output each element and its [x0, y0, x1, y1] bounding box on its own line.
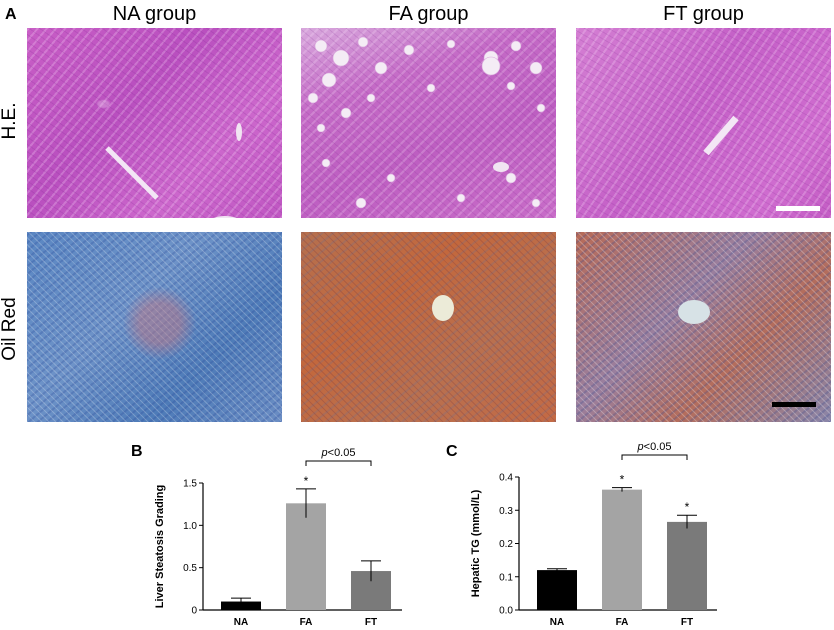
y-tick-label: 0.3 — [499, 506, 513, 517]
significance-star: * — [620, 473, 625, 487]
y-tick-label: 1.0 — [183, 521, 197, 532]
scale-bar-black — [772, 402, 816, 407]
y-tick-label: 0.4 — [499, 473, 513, 484]
bar-ft — [667, 521, 707, 610]
y-tick-label: 0.2 — [499, 539, 513, 550]
micrograph-ft-he — [576, 28, 831, 218]
scale-bar-white — [776, 206, 820, 211]
bar-fa — [286, 503, 326, 610]
y-tick-label: 0.5 — [183, 563, 197, 574]
bar-na — [537, 570, 577, 610]
column-title-fa: FA group — [388, 3, 469, 25]
y-axis-label: Hepatic TG (mmol/L) — [470, 489, 482, 597]
panel-letter-b: B — [131, 443, 143, 460]
micrograph-fa-oil-red — [301, 232, 556, 422]
p-value-rest: <0.05 — [328, 447, 356, 459]
panel-letter-a: A — [5, 6, 17, 23]
chart-b: 0 0.5 1.0 1.5 Liver Steatosis Grading NA FA * FT… — [154, 447, 402, 628]
y-tick-label: 0.1 — [499, 572, 513, 583]
micrograph-fa-he — [301, 28, 556, 218]
p-value-label: p<0.05 — [637, 441, 672, 453]
category-label: NA — [234, 617, 248, 628]
significance-star: * — [304, 474, 309, 488]
micrograph-ft-oil-red — [576, 232, 831, 422]
bar-na — [221, 601, 261, 610]
category-label: NA — [550, 617, 564, 628]
p-value-label: p<0.05 — [321, 447, 356, 459]
category-label: FT — [365, 617, 377, 628]
panel-letter-c: C — [446, 443, 458, 460]
column-title-na: NA group — [112, 3, 197, 25]
category-label: FT — [681, 617, 693, 628]
column-title-ft: FT group — [663, 3, 744, 25]
p-value-italic: p — [637, 441, 644, 453]
significance-star: * — [685, 500, 690, 514]
row-label-oil-red: Oil Red — [0, 297, 20, 361]
significance-bracket — [621, 454, 688, 460]
p-value-italic: p — [321, 447, 328, 459]
y-tick-label: 0.0 — [499, 606, 513, 617]
category-label: FA — [616, 617, 629, 628]
p-value-rest: <0.05 — [644, 441, 672, 453]
chart-c: 0.0 0.1 0.2 0.3 0.4 Hepatic TG (mmol/L) NA FA * F… — [470, 441, 717, 628]
y-tick-label: 0 — [191, 606, 197, 617]
y-axis-label: Liver Steatosis Grading — [154, 485, 166, 608]
category-label: FA — [300, 617, 313, 628]
y-tick-label: 1.5 — [183, 479, 197, 490]
bar-fa — [602, 489, 642, 610]
row-label-he: H.E. — [0, 102, 20, 140]
micrograph-na-oil-red — [27, 232, 282, 422]
significance-bracket — [305, 460, 372, 466]
micrograph-na-he — [27, 28, 282, 218]
